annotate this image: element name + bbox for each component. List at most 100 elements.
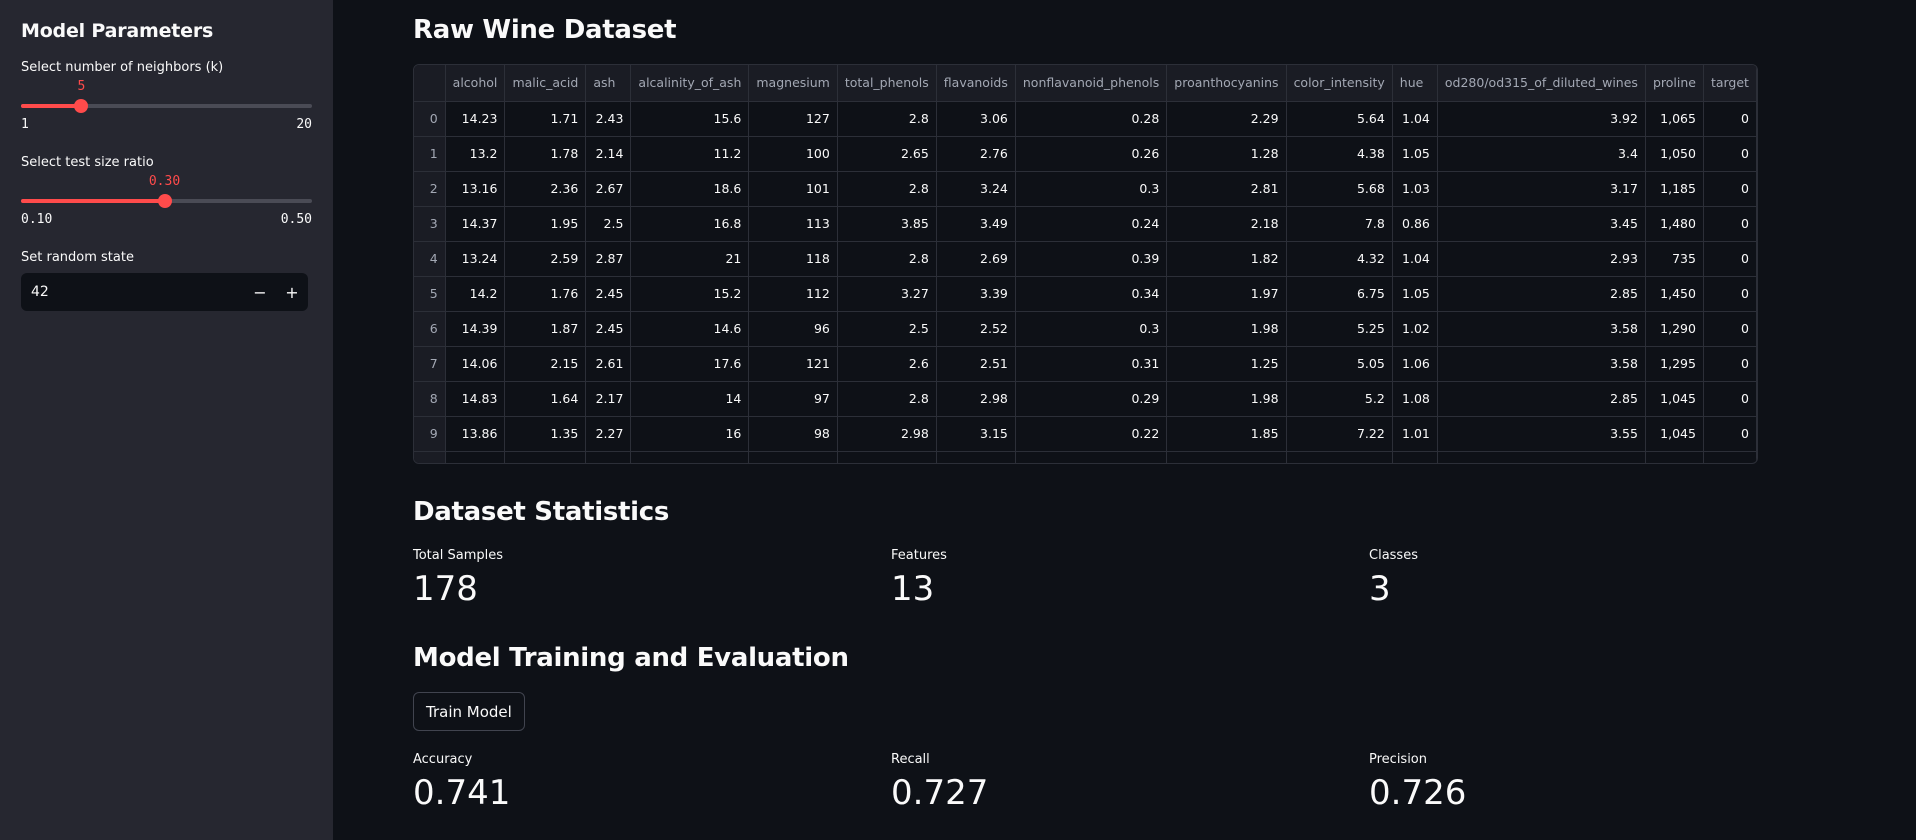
column-header[interactable]: target (1703, 65, 1757, 102)
row-index[interactable]: 1 (414, 136, 446, 172)
table-cell[interactable]: 2.61 (585, 346, 632, 382)
table-row[interactable]: 5 14.2 1.76 2.45 15.2 112 3.27 3.39 0.34 1.97 6.75… (414, 276, 1757, 312)
table-row[interactable]: 0 14.23 1.71 2.43 15.6 127 2.8 3.06 0.28 2.29 5.64… (414, 101, 1757, 137)
table-cell[interactable]: 13.2 (445, 136, 506, 172)
table-cell[interactable]: 2.85 (1437, 381, 1646, 417)
table-cell[interactable]: 97 (748, 381, 838, 417)
table-cell[interactable]: 3.45 (1437, 206, 1646, 242)
table-cell[interactable]: 2.29 (1166, 101, 1287, 137)
table-cell[interactable]: 1,045 (1645, 381, 1704, 417)
table-cell[interactable]: 2.8 (837, 381, 937, 417)
table-cell[interactable]: 1.78 (504, 136, 587, 172)
table-cell[interactable]: 3.39 (936, 276, 1016, 312)
table-cell[interactable]: 14.6 (630, 311, 750, 347)
table-cell[interactable]: 0 (1703, 416, 1757, 452)
test-size-slider[interactable]: 0.30 0.10 0.50 (21, 174, 312, 227)
k-slider-track[interactable] (21, 99, 312, 113)
table-cell[interactable]: 16 (630, 416, 750, 452)
random-state-input[interactable]: 42 − + (21, 273, 308, 311)
table-cell[interactable]: 2.14 (585, 136, 632, 172)
table-cell[interactable]: 100 (748, 136, 838, 172)
table-cell[interactable]: 0.34 (1015, 276, 1168, 312)
increment-button[interactable]: + (285, 282, 299, 302)
table-cell[interactable]: 2.17 (585, 381, 632, 417)
table-cell[interactable]: 11.2 (630, 136, 750, 172)
table-cell[interactable]: 5.25 (1286, 311, 1393, 347)
table-cell[interactable]: 0.24 (1015, 206, 1168, 242)
column-header[interactable]: color_intensity (1286, 65, 1393, 102)
table-cell[interactable]: 2.87 (585, 241, 632, 277)
table-cell[interactable]: 1.28 (1166, 136, 1287, 172)
table-row[interactable]: 7 14.06 2.15 2.61 17.6 121 2.6 2.51 0.31 1.25 5.05… (414, 346, 1757, 382)
table-cell[interactable]: 14.06 (445, 346, 506, 382)
table-cell[interactable]: 121 (748, 346, 838, 382)
table-cell[interactable]: 16.8 (630, 206, 750, 242)
table-cell[interactable]: 2.27 (585, 416, 632, 452)
table-cell[interactable]: 1.71 (504, 101, 587, 137)
table-cell[interactable]: 5.64 (1286, 101, 1393, 137)
table-cell[interactable]: 2.43 (585, 101, 632, 137)
table-row[interactable]: 8 14.83 1.64 2.17 14 97 2.8 2.98 0.29 1.98 5.2 1.08… (414, 381, 1757, 417)
table-cell[interactable]: 3.92 (1437, 101, 1646, 137)
table-cell[interactable]: 101 (748, 171, 838, 207)
test-slider-thumb[interactable] (157, 194, 172, 208)
table-cell[interactable]: 18.6 (630, 171, 750, 207)
table-cell[interactable]: 15.2 (630, 276, 750, 312)
row-index[interactable]: 7 (414, 346, 446, 382)
table-cell[interactable]: 6.75 (1286, 276, 1393, 312)
table-cell[interactable]: 0.26 (1015, 136, 1168, 172)
table-cell[interactable]: 1.98 (1166, 311, 1287, 347)
table-cell[interactable]: 1,050 (1645, 136, 1704, 172)
table-cell[interactable]: 1,185 (1645, 171, 1704, 207)
table-cell[interactable]: 2.45 (585, 276, 632, 312)
table-cell[interactable]: 2.81 (1166, 171, 1287, 207)
table-cell[interactable]: 2.18 (1166, 206, 1287, 242)
table-cell[interactable]: 0.29 (1015, 381, 1168, 417)
row-index[interactable]: 0 (414, 101, 446, 137)
table-cell[interactable]: 0 (1703, 171, 1757, 207)
index-header[interactable] (414, 65, 446, 102)
row-index[interactable]: 8 (414, 381, 446, 417)
table-cell[interactable]: 3.58 (1437, 346, 1646, 382)
table-cell[interactable]: 1,295 (1645, 346, 1704, 382)
column-header[interactable]: flavanoids (936, 65, 1016, 102)
table-cell[interactable]: 0 (1703, 276, 1757, 312)
table-cell[interactable]: 1.01 (1392, 416, 1438, 452)
table-cell[interactable]: 5.68 (1286, 171, 1393, 207)
table-cell[interactable]: 0.22 (1015, 416, 1168, 452)
row-index[interactable]: 2 (414, 171, 446, 207)
table-cell[interactable]: 2.93 (1437, 241, 1646, 277)
column-header[interactable]: alcohol (445, 65, 506, 102)
table-cell[interactable]: 2.76 (936, 136, 1016, 172)
table-cell[interactable]: 112 (748, 276, 838, 312)
table-cell[interactable]: 3.85 (837, 206, 937, 242)
table-cell[interactable]: 0 (1703, 381, 1757, 417)
table-cell[interactable]: 1.04 (1392, 241, 1438, 277)
table-cell[interactable]: 15.6 (630, 101, 750, 137)
column-header[interactable]: proline (1645, 65, 1704, 102)
table-cell[interactable]: 0 (1703, 136, 1757, 172)
table-cell[interactable]: 1.08 (1392, 381, 1438, 417)
table-row[interactable]: 4 13.24 2.59 2.87 21 118 2.8 2.69 0.39 1.82 4.32 1.… (414, 241, 1757, 277)
table-cell[interactable]: 0 (1703, 346, 1757, 382)
table-cell[interactable]: 14 (630, 381, 750, 417)
table-cell[interactable]: 2.98 (936, 381, 1016, 417)
table-cell[interactable]: 3.49 (936, 206, 1016, 242)
table-cell[interactable]: 2.5 (837, 311, 937, 347)
table-cell[interactable]: 1.82 (1166, 241, 1287, 277)
table-cell[interactable]: 2.45 (585, 311, 632, 347)
table-cell[interactable]: 4.38 (1286, 136, 1393, 172)
table-cell[interactable]: 1,065 (1645, 101, 1704, 137)
table-cell[interactable]: 0 (1703, 101, 1757, 137)
table-cell[interactable]: 118 (748, 241, 838, 277)
table-cell[interactable]: 0.31 (1015, 346, 1168, 382)
table-cell[interactable]: 1.97 (1166, 276, 1287, 312)
table-cell[interactable]: 1.06 (1392, 346, 1438, 382)
table-cell[interactable]: 1.64 (504, 381, 587, 417)
table-cell[interactable]: 13.16 (445, 171, 506, 207)
column-header[interactable]: total_phenols (837, 65, 937, 102)
table-cell[interactable]: 0 (1703, 206, 1757, 242)
table-cell[interactable]: 1.87 (504, 311, 587, 347)
table-cell[interactable]: 14.2 (445, 276, 506, 312)
table-row[interactable]: 2 13.16 2.36 2.67 18.6 101 2.8 3.24 0.3 2.81 5.68 1… (414, 171, 1757, 207)
